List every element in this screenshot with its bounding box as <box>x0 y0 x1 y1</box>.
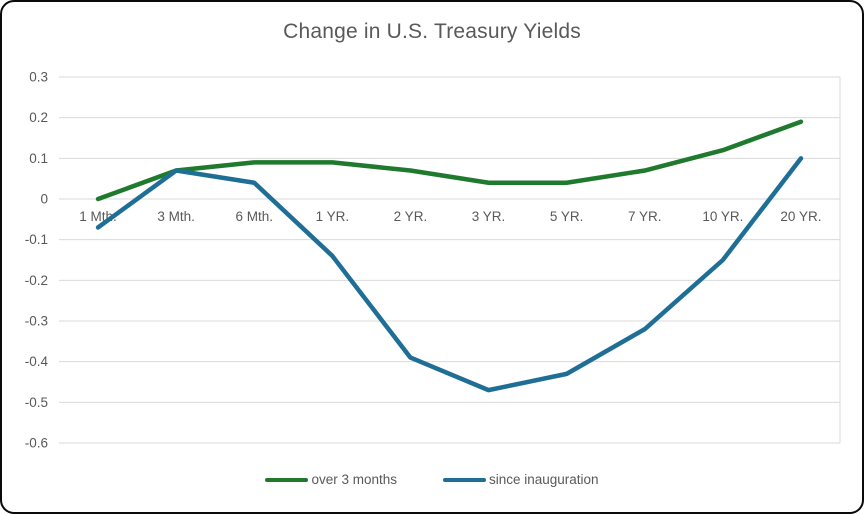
y-tick-label: 0 <box>40 192 48 207</box>
series-line-since-inauguration <box>95 156 804 393</box>
legend-item-since-inauguration: since inauguration <box>442 472 599 487</box>
legend-label-since-inauguration: since inauguration <box>488 472 599 487</box>
legend-item-over-3-months: over 3 months <box>265 472 397 487</box>
y-tick-label: -0.1 <box>25 232 48 247</box>
y-tick-label: -0.2 <box>25 273 48 288</box>
y-tick-label: 0.3 <box>29 70 48 85</box>
y-tick-label: -0.5 <box>25 395 48 410</box>
x-tick-label: 5 YR. <box>550 209 584 224</box>
x-tick-label: 6 Mth. <box>235 209 273 224</box>
legend-swatch-over-3-months <box>265 477 309 482</box>
x-tick-label: 7 YR. <box>628 209 662 224</box>
legend: over 3 months since inauguration <box>2 472 862 487</box>
legend-swatch-since-inauguration <box>442 477 486 482</box>
chart-title: Change in U.S. Treasury Yields <box>283 20 581 43</box>
x-tick-label: 3 Mth. <box>157 209 195 224</box>
x-tick-label: 2 YR. <box>394 209 428 224</box>
series-line-over-3-months <box>95 119 804 202</box>
y-tick-label: -0.3 <box>25 314 48 329</box>
y-tick-label: 0.1 <box>29 151 48 166</box>
y-tick-label: 0.2 <box>29 110 48 125</box>
x-tick-label: 10 YR. <box>702 209 743 224</box>
y-tick-label: -0.4 <box>25 354 49 369</box>
y-tick-label: -0.6 <box>25 436 48 451</box>
x-tick-label: 1 YR. <box>316 209 350 224</box>
legend-label-over-3-months: over 3 months <box>311 472 397 487</box>
x-tick-label: 20 YR. <box>780 209 821 224</box>
x-tick-label: 3 YR. <box>472 209 506 224</box>
